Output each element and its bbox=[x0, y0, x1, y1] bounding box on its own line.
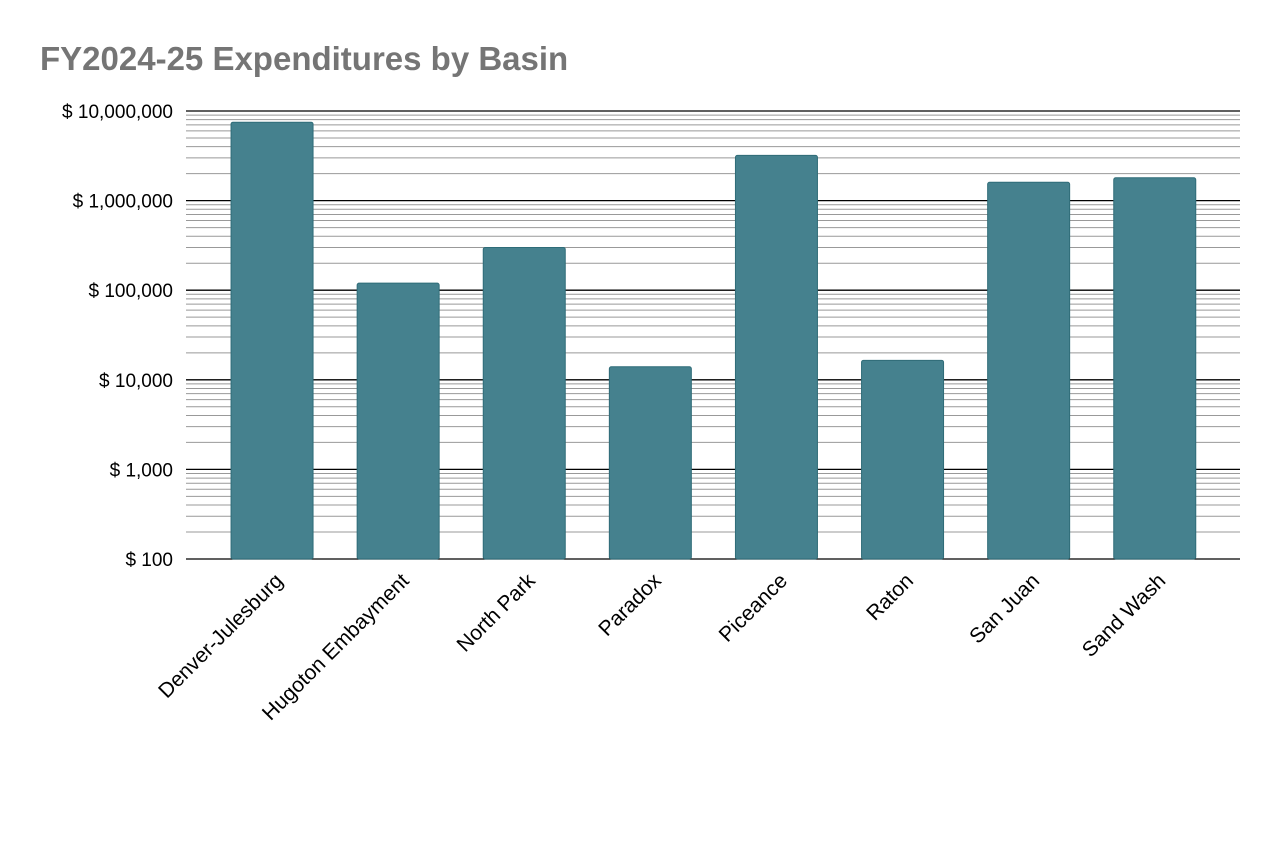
gridlines bbox=[186, 110, 1240, 560]
y-tick-label: $ 1,000 bbox=[110, 460, 173, 481]
chart-title: FY2024-25 Expenditures by Basin bbox=[40, 40, 568, 77]
y-axis-ticks: $ 10,000,000 $ 1,000,000 $ 100,000 $ 10,000… bbox=[62, 102, 173, 571]
bar-san-juan bbox=[987, 181, 1071, 560]
x-tick-label: San Juan bbox=[965, 569, 1044, 648]
x-tick-label: Paradox bbox=[594, 569, 666, 641]
y-tick-label: $ 10,000,000 bbox=[62, 102, 173, 123]
x-tick-label: Piceance bbox=[715, 569, 792, 646]
bar-raton bbox=[861, 359, 945, 560]
x-tick-label: North Park bbox=[453, 569, 541, 657]
bar-hugoton-embayment bbox=[356, 282, 440, 560]
x-tick-label: Denver-Julesburg bbox=[154, 569, 287, 702]
bars bbox=[230, 121, 1197, 560]
x-tick-label: Hugoton Embayment bbox=[258, 569, 414, 725]
y-tick-label: $ 100 bbox=[125, 550, 173, 571]
bar-denver-julesburg bbox=[230, 121, 314, 560]
x-tick-label: Raton bbox=[862, 569, 918, 625]
y-tick-label: $ 100,000 bbox=[88, 281, 173, 302]
x-tick-label: Sand Wash bbox=[1078, 569, 1170, 661]
y-tick-label: $ 1,000,000 bbox=[73, 192, 173, 213]
bar-piceance bbox=[734, 154, 818, 560]
y-tick-label: $ 10,000 bbox=[99, 371, 173, 392]
bar-north-park bbox=[482, 246, 566, 560]
bar-sand-wash bbox=[1113, 177, 1197, 560]
bar-paradox bbox=[608, 366, 692, 560]
